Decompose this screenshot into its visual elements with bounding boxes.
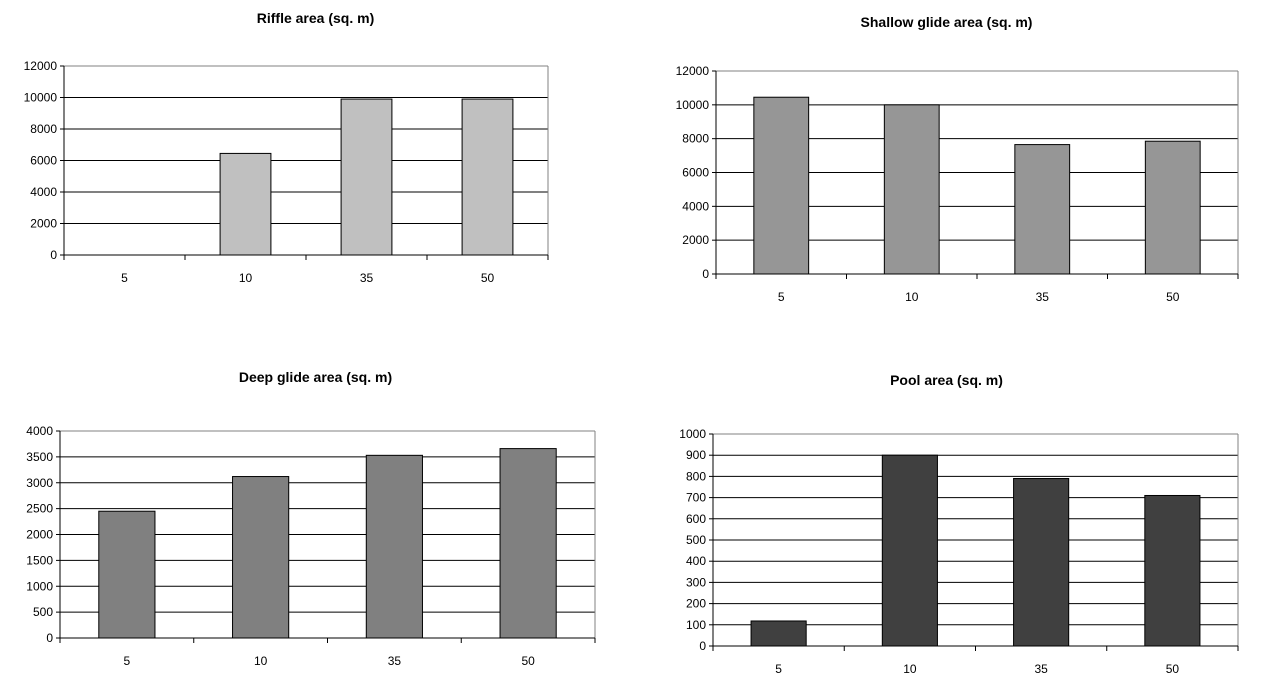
x-tick-label: 10 [254,654,268,668]
x-tick-label: 35 [1036,290,1050,304]
y-tick-label: 0 [46,631,53,645]
y-tick-label: 200 [686,597,706,611]
chart-shallow-glide-area: Shallow glide area (sq. m) 0 2000 4000 6000… [631,0,1262,339]
y-tick-label: 4000 [682,199,709,213]
y-tick-label: 3000 [26,476,53,490]
y-tick-label: 1500 [26,553,53,567]
y-tick-label: 4000 [26,424,53,438]
x-tick-label: 5 [124,654,131,668]
bar-35 [365,454,423,639]
y-tick-label: 100 [686,618,706,632]
x-tick-label: 50 [1166,290,1180,304]
bar-35 [1014,144,1071,275]
x-tick-label: 35 [1034,662,1048,676]
x-tick-label: 50 [1166,662,1180,676]
y-tick-label: 500 [686,533,706,547]
y-tick-label: 10000 [676,98,710,112]
bar-chart-svg: 0 2000 4000 6000 8000 10000 12000 5 10 35 50 [24,59,549,285]
y-tick-label: 0 [702,267,709,281]
x-tick-label: 35 [388,654,402,668]
chart-title: Deep glide area (sq. m) [238,369,393,385]
chart-title: Pool area (sq. m) [890,372,1003,388]
y-tick-label: 500 [33,605,53,619]
y-tick-label: 12000 [676,64,710,78]
y-tick-label: 1000 [26,579,53,593]
y-tick-label: 900 [686,448,706,462]
bar-35 [1013,478,1070,647]
bar-5 [750,620,807,647]
y-tick-label: 12000 [24,59,58,73]
y-tick-label: 300 [686,575,706,589]
y-tick-label: 2000 [682,233,709,247]
y-tick-label: 1000 [679,427,706,441]
y-tick-label: 0 [50,248,57,262]
bar-5 [753,96,810,275]
bar-10 [232,476,290,639]
y-tick-label: 8000 [682,132,709,146]
x-tick-label: 50 [521,654,535,668]
bar-chart-svg: 0 500 1000 1500 2000 2500 3000 3500 4000 5 10 35 50 [26,424,596,668]
bar-50 [461,98,514,256]
y-tick-label: 2000 [30,217,57,231]
y-tick-label: 2000 [26,528,53,542]
y-tick-label: 2500 [26,502,53,516]
y-tick-label: 800 [686,469,706,483]
y-tick-label: 10000 [24,91,58,105]
y-tick-label: 4000 [30,185,57,199]
y-tick-label: 700 [686,491,706,505]
x-tick-label: 10 [239,271,253,285]
y-tick-label: 6000 [30,154,57,168]
x-tick-label: 5 [121,271,128,285]
x-tick-label: 50 [481,271,495,285]
x-tick-label: 5 [775,662,782,676]
chart-riffle-area: Riffle area (sq. m) 0 2000 4000 6000 8000 100… [0,0,631,339]
x-tick-label: 5 [778,290,785,304]
chart-pool-area: Pool area (sq. m) 0 100 200 300 400 500 600 700… [631,339,1262,678]
y-tick-label: 6000 [682,166,709,180]
y-tick-label: 0 [699,639,706,653]
bar-10 [881,454,938,647]
bar-50 [1144,140,1201,275]
x-tick-label: 10 [905,290,919,304]
bar-10 [883,104,940,275]
x-tick-label: 35 [360,271,374,285]
y-tick-label: 8000 [30,122,57,136]
chart-deep-glide-area: Deep glide area (sq. m) 0 500 1000 1500 2000… [0,339,631,678]
y-tick-label: 600 [686,512,706,526]
bar-10 [219,152,272,256]
y-tick-label: 400 [686,554,706,568]
bar-5 [98,510,156,639]
bar-50 [1144,494,1201,647]
chart-title: Riffle area (sq. m) [256,10,375,26]
bar-chart-svg: 0 2000 4000 6000 8000 10000 12000 5 10 35 50 [676,64,1239,304]
x-tick-label: 10 [903,662,917,676]
y-tick-label: 3500 [26,450,53,464]
chart-title: Shallow glide area (sq. m) [860,14,1033,30]
bar-50 [499,448,557,639]
bar-chart-svg: 0 100 200 300 400 500 600 700 800 900 1000 5 10 35 50 [679,427,1239,676]
bar-35 [340,98,393,256]
